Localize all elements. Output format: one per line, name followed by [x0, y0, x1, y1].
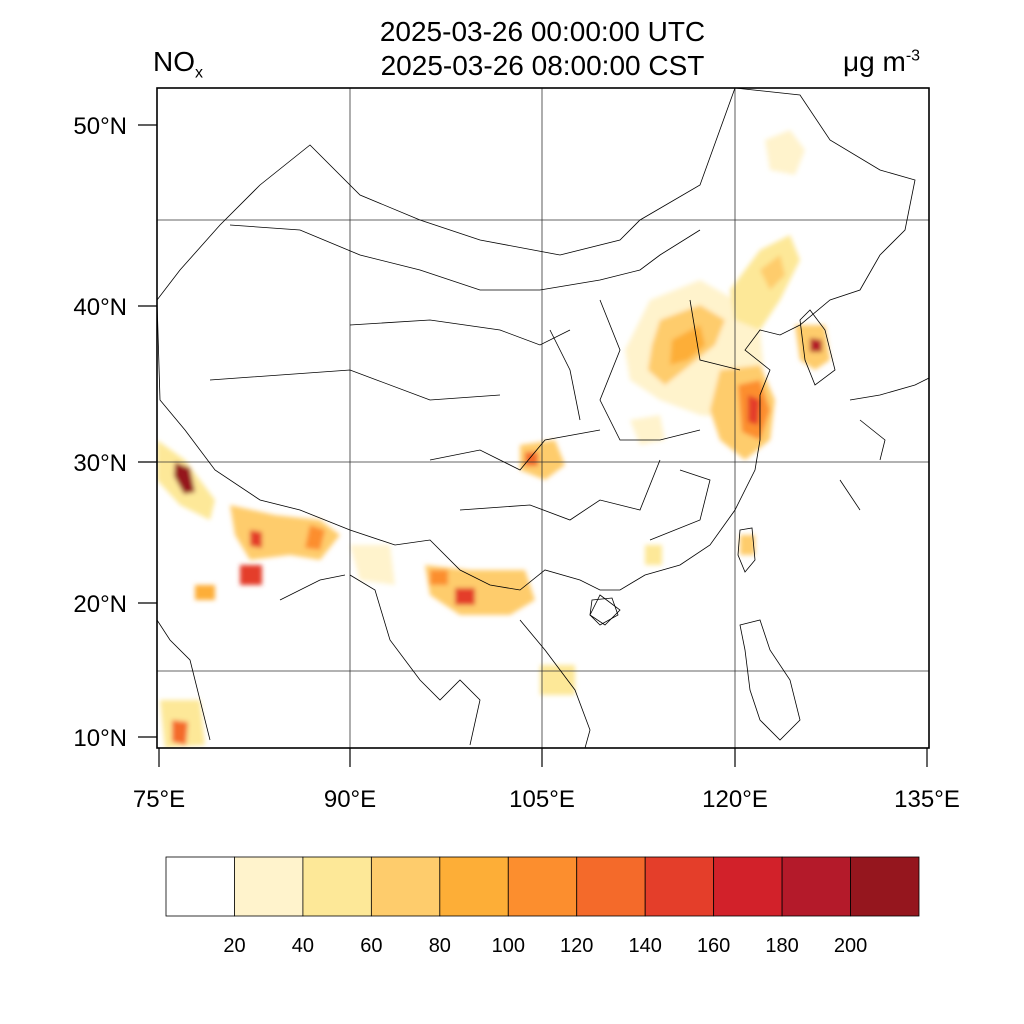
variable-label: NOx [153, 46, 203, 83]
colorbar-label-5: 120 [560, 935, 593, 957]
taiwan-coast [737, 527, 756, 573]
lat-label-10: 10°N [73, 725, 127, 752]
colorbar-label-8: 180 [765, 935, 798, 957]
plume-chongqing-core [525, 452, 538, 466]
lon-label-105: 105°E [509, 786, 575, 813]
plume-india-west [195, 585, 215, 600]
philippines-coast [739, 619, 801, 741]
map-boundaries [157, 88, 929, 748]
china-border [157, 88, 916, 591]
graticule [157, 88, 929, 748]
lon-label-90: 90°E [324, 786, 376, 813]
seasia-coast [349, 574, 621, 748]
plume-heilongjiang [765, 130, 805, 175]
plume-india-east-core1 [250, 530, 262, 548]
colorbar-swatch-1 [234, 856, 304, 917]
colorbar-swatch-10 [850, 856, 920, 917]
colorbar-label-6: 140 [628, 935, 661, 957]
lat-label-20: 20°N [73, 591, 127, 618]
province-lines [209, 299, 741, 541]
plume-myanmar-core [430, 570, 448, 585]
colorbar-swatch-0 [165, 856, 235, 917]
plume-india-south-core [172, 720, 188, 745]
plume-hubei [630, 415, 665, 445]
korea-coast [799, 309, 836, 386]
colorbar-swatch-7 [644, 856, 715, 917]
colorbar-label-1: 40 [292, 935, 314, 957]
plume-myanmar-light [350, 545, 395, 585]
lat-ticks [138, 124, 157, 738]
plume-india-east-core2 [305, 525, 325, 550]
plume-delhi-core [174, 462, 195, 494]
colorbar-swatch-9 [781, 856, 851, 917]
colorbar-labels: 20 40 60 80 100 120 140 160 180 200 [223, 935, 867, 957]
colorbar-swatch-4 [439, 856, 509, 917]
colorbar-label-9: 200 [834, 935, 867, 957]
lon-label-75: 75°E [133, 786, 185, 813]
map-title-utc: 2025-03-26 00:00:00 UTC [379, 16, 706, 47]
colorbar-swatch-8 [713, 856, 783, 917]
plume-taiwan [740, 535, 755, 555]
lon-label-135: 135°E [894, 786, 960, 813]
plume-north-china-core [670, 325, 705, 365]
colorbar-swatch-3 [370, 856, 441, 917]
plume-seoul-core [810, 338, 822, 352]
plume-northeast-core [760, 255, 785, 290]
colorbar [165, 856, 920, 917]
mongolia-border [229, 224, 701, 291]
variable-main: NO [153, 46, 195, 77]
india-coast [157, 574, 346, 741]
plume-laos-light [540, 665, 575, 695]
colorbar-swatch-5 [507, 856, 578, 917]
plume-northeast-light [730, 235, 800, 330]
lon-ticks [158, 748, 928, 767]
plume-india-central [240, 565, 262, 585]
lat-label-30: 30°N [73, 450, 127, 477]
colorbar-label-0: 20 [223, 935, 245, 957]
colorbar-swatch-6 [576, 856, 646, 917]
plume-yunnan-light [425, 565, 535, 615]
plume-guangdong [645, 545, 662, 565]
lat-label-50: 50°N [73, 113, 127, 140]
variable-subscript: x [195, 64, 203, 82]
plume-jiangsu-core [748, 395, 760, 425]
colorbar-label-2: 60 [360, 935, 382, 957]
map-title-cst: 2025-03-26 08:00:00 CST [380, 50, 705, 81]
japan-coast [839, 377, 929, 511]
map-frame [156, 87, 930, 749]
unit-main: μg m [843, 46, 906, 77]
colorbar-label-3: 80 [429, 935, 451, 957]
lon-label-120: 120°E [702, 786, 768, 813]
hainan-coast [589, 597, 619, 626]
plume-yunnan-core [455, 588, 475, 605]
lat-label-40: 40°N [73, 294, 127, 321]
colorbar-label-4: 100 [492, 935, 525, 957]
unit-label: μg m-3 [843, 46, 920, 78]
colorbar-swatch-2 [302, 856, 372, 917]
colorbar-label-7: 160 [697, 935, 730, 957]
unit-superscript: -3 [905, 47, 921, 65]
plume-sichuan-light [520, 440, 565, 480]
concentration-field [157, 130, 830, 748]
